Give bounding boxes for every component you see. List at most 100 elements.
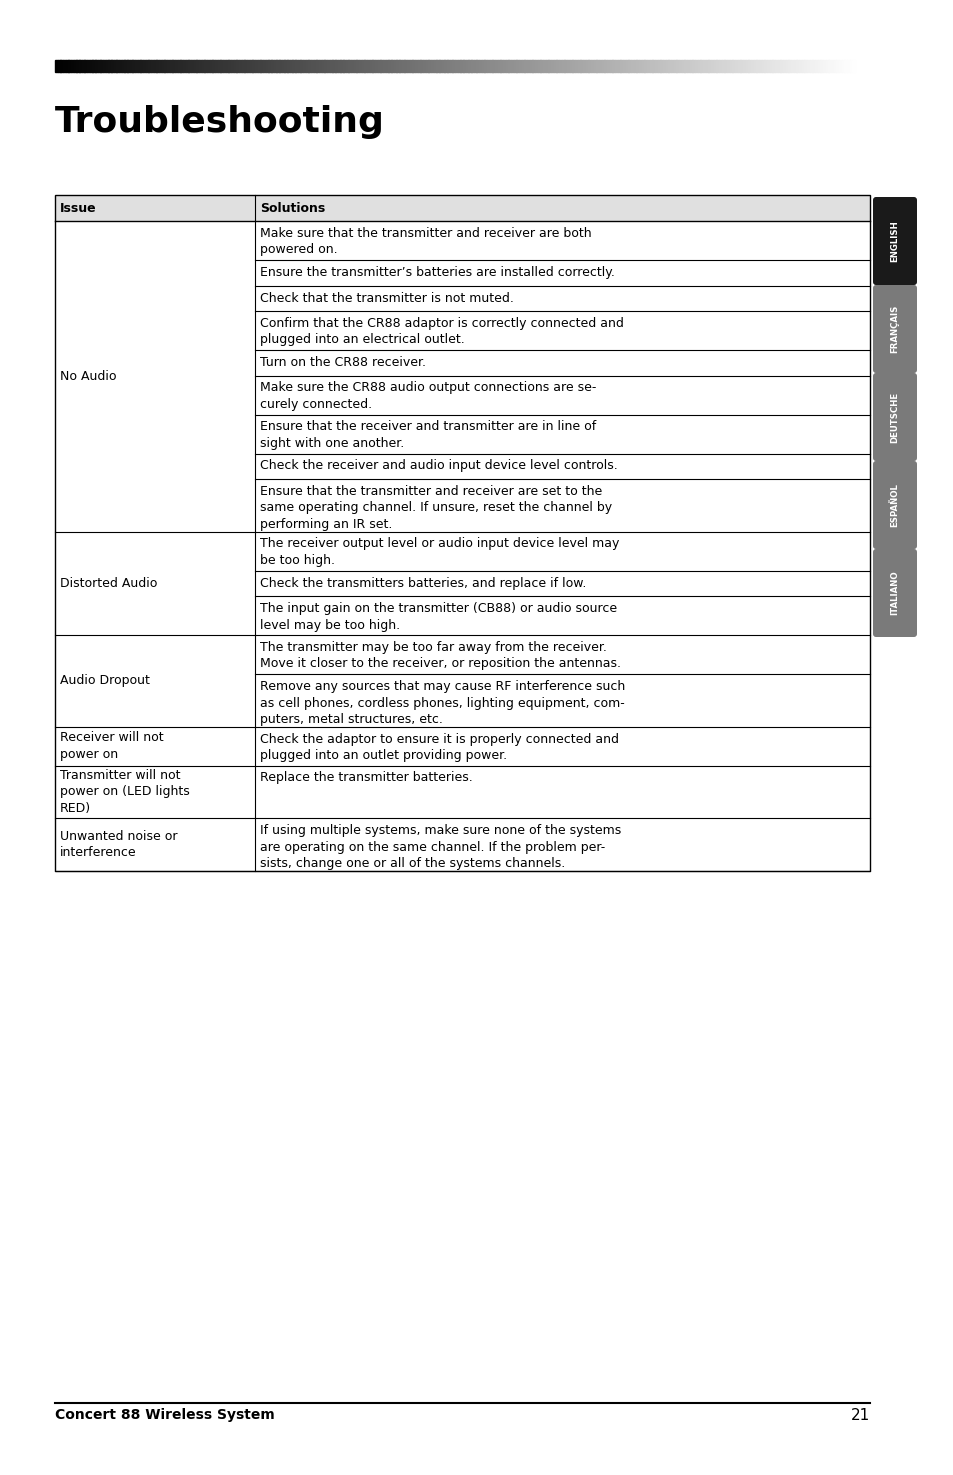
Bar — [97, 60, 101, 72]
Bar — [750, 60, 754, 72]
Bar — [337, 60, 340, 72]
Bar — [628, 60, 631, 72]
Bar — [561, 60, 564, 72]
Bar — [87, 60, 91, 72]
Text: Audio Dropout: Audio Dropout — [60, 674, 150, 687]
Bar — [69, 60, 71, 72]
Bar — [241, 60, 245, 72]
Bar — [729, 60, 732, 72]
Bar — [159, 60, 162, 72]
Bar — [833, 60, 836, 72]
Bar — [84, 60, 88, 72]
Bar — [681, 60, 684, 72]
Bar — [106, 60, 109, 72]
Bar — [673, 60, 676, 72]
Bar — [542, 60, 546, 72]
Bar — [508, 60, 511, 72]
Bar — [90, 60, 92, 72]
Bar — [686, 60, 689, 72]
Bar — [606, 60, 610, 72]
Bar — [502, 60, 506, 72]
Bar — [401, 60, 404, 72]
Text: If using multiple systems, make sure none of the systems
are operating on the sa: If using multiple systems, make sure non… — [259, 825, 620, 870]
Bar — [217, 60, 220, 72]
Text: No Audio: No Audio — [60, 370, 116, 382]
Bar — [284, 60, 287, 72]
Bar — [271, 60, 274, 72]
Text: Confirm that the CR88 adaptor is correctly connected and
plugged into an electri: Confirm that the CR88 adaptor is correct… — [259, 317, 623, 347]
Bar — [484, 60, 487, 72]
Bar — [849, 60, 852, 72]
Bar — [151, 60, 154, 72]
Bar — [143, 60, 146, 72]
Bar — [639, 60, 641, 72]
Bar — [177, 60, 181, 72]
Bar — [314, 60, 316, 72]
Bar — [468, 60, 471, 72]
Bar — [801, 60, 804, 72]
Bar — [180, 60, 183, 72]
Bar — [474, 60, 476, 72]
Bar — [82, 60, 85, 72]
Bar — [824, 60, 828, 72]
Bar — [422, 60, 426, 72]
Bar — [843, 60, 846, 72]
Bar — [777, 60, 780, 72]
Bar — [354, 60, 356, 72]
Bar — [146, 60, 149, 72]
Bar — [63, 60, 66, 72]
Bar — [646, 60, 650, 72]
Bar — [228, 60, 232, 72]
Bar — [566, 60, 570, 72]
Text: The input gain on the transmitter (CB88) or audio source
level may be too high.: The input gain on the transmitter (CB88)… — [259, 602, 617, 631]
Bar — [385, 60, 389, 72]
Text: ITALIANO: ITALIANO — [889, 571, 899, 615]
Bar — [799, 60, 801, 72]
Bar — [321, 60, 324, 72]
Bar — [625, 60, 628, 72]
Bar — [838, 60, 841, 72]
Bar — [760, 60, 764, 72]
Bar — [822, 60, 825, 72]
Bar — [769, 60, 772, 72]
Bar — [239, 60, 242, 72]
Bar — [172, 60, 175, 72]
Bar — [345, 60, 349, 72]
Bar — [278, 60, 282, 72]
Bar — [481, 60, 484, 72]
Bar — [759, 60, 761, 72]
Bar — [737, 60, 740, 72]
Bar — [529, 60, 533, 72]
Bar — [404, 60, 407, 72]
Bar — [207, 60, 210, 72]
Bar — [380, 60, 383, 72]
Bar — [841, 60, 844, 72]
Bar — [183, 60, 186, 72]
Bar — [330, 60, 333, 72]
FancyBboxPatch shape — [872, 549, 916, 637]
Text: Distorted Audio: Distorted Audio — [60, 577, 157, 590]
Bar — [170, 60, 172, 72]
Bar — [292, 60, 295, 72]
Bar — [603, 60, 607, 72]
Bar — [444, 60, 447, 72]
FancyBboxPatch shape — [872, 198, 916, 285]
Bar — [119, 60, 122, 72]
Bar — [532, 60, 535, 72]
Bar — [657, 60, 660, 72]
Bar — [340, 60, 343, 72]
Bar — [782, 60, 785, 72]
Bar — [377, 60, 380, 72]
Bar — [489, 60, 493, 72]
Bar — [127, 60, 130, 72]
Bar — [734, 60, 738, 72]
Bar — [263, 60, 266, 72]
Bar — [297, 60, 300, 72]
Bar — [233, 60, 236, 72]
Bar — [707, 60, 711, 72]
Bar — [497, 60, 500, 72]
Text: Concert 88 Wireless System: Concert 88 Wireless System — [55, 1409, 274, 1422]
Bar — [569, 60, 572, 72]
Bar — [772, 60, 775, 72]
Bar — [803, 60, 806, 72]
